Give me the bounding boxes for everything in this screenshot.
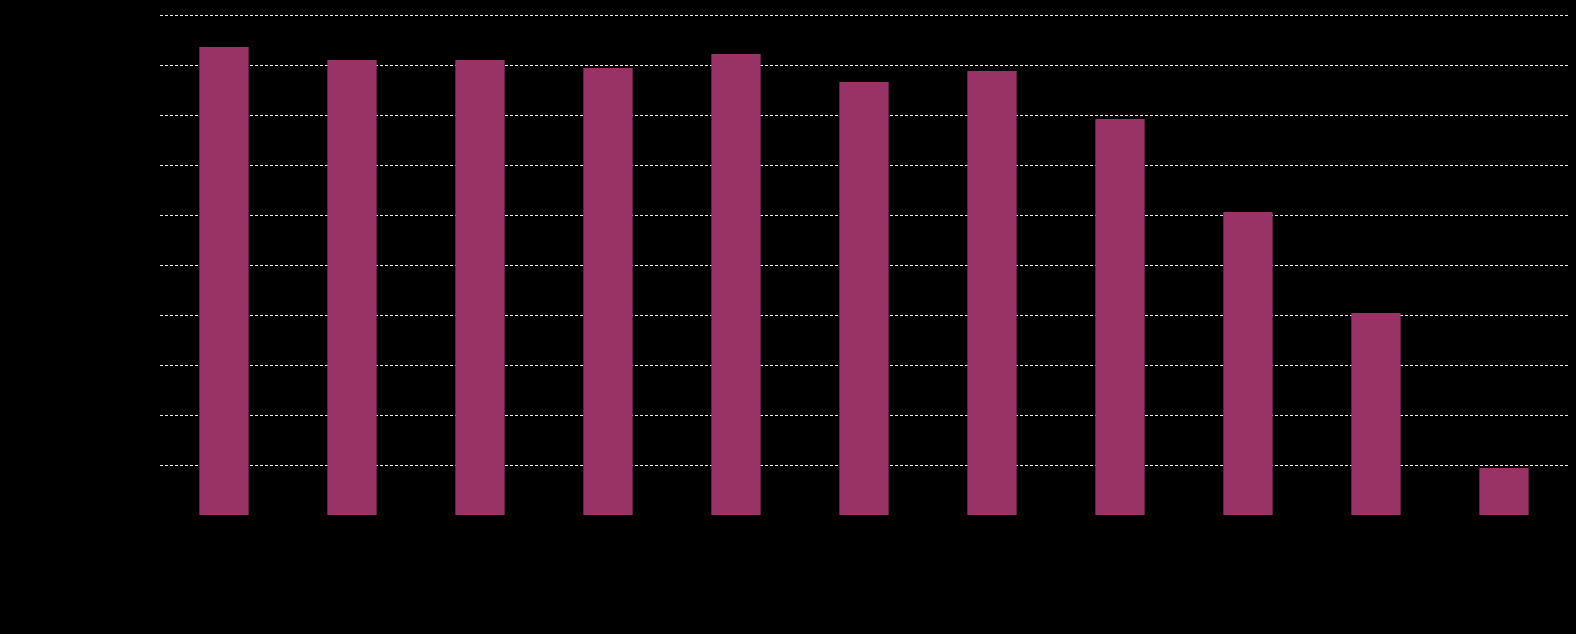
bar bbox=[1479, 468, 1529, 515]
bar bbox=[967, 71, 1017, 515]
bar bbox=[199, 47, 249, 515]
bar bbox=[583, 68, 633, 515]
bar bbox=[455, 60, 505, 515]
bar bbox=[711, 54, 761, 515]
bar bbox=[1223, 212, 1273, 515]
bar bbox=[839, 82, 889, 515]
bar bbox=[1351, 313, 1401, 515]
bar bbox=[1095, 119, 1145, 515]
bar bbox=[327, 60, 377, 515]
